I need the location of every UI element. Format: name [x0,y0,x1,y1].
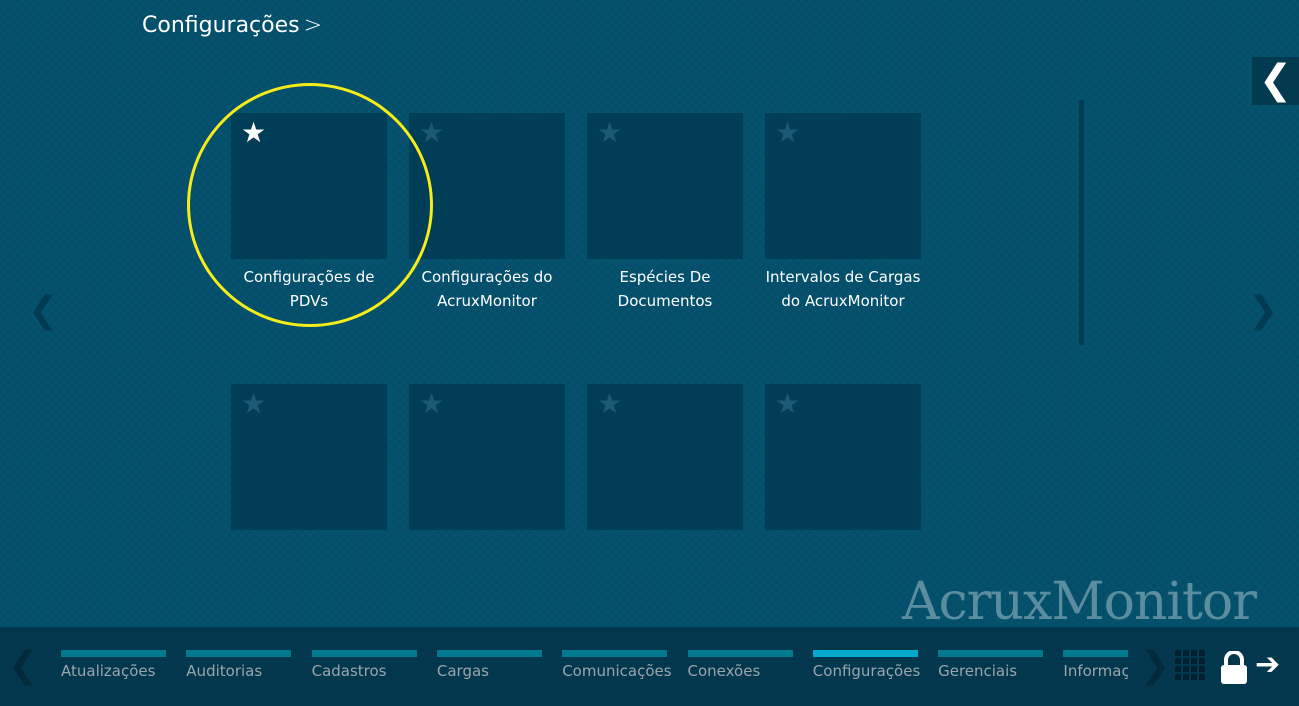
next-page-button[interactable]: ❯ [1248,290,1279,331]
tile-label[interactable]: Espécies De Documentos [617,268,713,310]
tile[interactable]: ★ Configurações de PDVs [231,113,387,313]
tile-box[interactable]: ★ [765,113,921,259]
previous-page-button[interactable]: ❮ [28,290,59,331]
tile-box[interactable]: ★ [765,384,921,530]
tile-label[interactable]: Configurações de PDVs [243,268,375,310]
tab-bar [436,650,542,657]
tab-label: Gerenciais [938,662,1018,680]
tab-comunicacoes[interactable]: Comunicações [562,650,672,680]
tile-grid: ★ Configurações de PDVs ★ Configurações do … [220,100,940,540]
tab-auditorias[interactable]: Auditorias [186,650,292,680]
page-title[interactable]: Configurações > [142,13,322,38]
favorite-star-icon[interactable]: ★ [241,387,267,420]
chevron-right-icon: > [303,13,323,38]
tile[interactable]: ★ [231,384,387,536]
tab-cargas[interactable]: Cargas [436,650,542,680]
tab-gerenciais[interactable]: Gerenciais [938,650,1044,680]
favorite-star-icon[interactable]: ★ [597,116,623,149]
tile-box[interactable]: ★ [231,384,387,530]
favorite-star-icon[interactable]: ★ [419,116,445,149]
tab-label: Cargas [436,662,489,680]
favorite-star-icon[interactable]: ★ [775,387,801,420]
tab-label: Atualizações [61,662,156,680]
tabs-next-button[interactable]: ❯ [1140,645,1171,686]
tile[interactable]: ★ [409,384,565,536]
tab-bar [687,650,793,657]
tab-label: Comunicações [562,662,672,680]
acruxmonitor-logo: AcruxMonitor [902,572,1257,632]
tab-atualizacoes[interactable]: Atualizações [61,650,166,680]
favorite-star-icon[interactable]: ★ [419,387,445,420]
tile[interactable]: ★ Intervalos de Cargas do AcruxMonitor [765,113,921,313]
category-tabs: Atualizações Auditorias Cadastros Cargas Com… [61,627,1128,706]
tabs-prev-button[interactable]: ❮ [8,645,39,686]
lock-icon[interactable] [1220,651,1248,685]
tab-configuracoes[interactable]: Configurações [812,650,921,680]
tab-bar [938,650,1044,657]
tile-box[interactable]: ★ [587,384,743,530]
tab-bar [1063,650,1128,657]
apps-grid-icon[interactable] [1175,650,1205,680]
tab-label: Conexões [687,662,761,680]
favorite-star-icon[interactable]: ★ [241,116,267,149]
tab-label: Auditorias [186,662,263,680]
favorite-star-icon[interactable]: ★ [597,387,623,420]
tab-label: Configurações [812,662,921,680]
tab-bar [186,650,292,657]
scrollbar[interactable] [1079,100,1084,345]
tab-label: Cadastros [311,662,387,680]
tab-cadastros[interactable]: Cadastros [311,650,417,680]
tab-label: Informações [1063,662,1128,680]
tile[interactable]: ★ Espécies De Documentos [587,113,743,313]
tab-conexoes[interactable]: Conexões [687,650,793,680]
tile-box[interactable]: ★ [409,384,565,530]
tile-box[interactable]: ★ [587,113,743,259]
tile-box[interactable]: ★ [409,113,565,259]
page-title-text: Configurações [142,13,300,38]
tile-box[interactable]: ★ [231,113,387,259]
tile[interactable]: ★ Configurações do AcruxMonitor [409,113,565,313]
tab-bar [61,650,166,657]
back-button[interactable]: ❮ [1252,57,1299,105]
tab-bar [311,650,417,657]
tile-label[interactable]: Intervalos de Cargas do AcruxMonitor [765,268,921,310]
tab-bar [812,650,918,657]
logout-arrow-icon[interactable]: ➔ [1255,647,1281,682]
favorite-star-icon[interactable]: ★ [775,116,801,149]
tile[interactable]: ★ [587,384,743,536]
bottom-bar: ❮ Atualizações Auditorias Cadastros Cargas C… [0,627,1299,706]
tile-label[interactable]: Configurações do AcruxMonitor [421,268,553,310]
tab-bar [562,650,668,657]
tab-informacoes[interactable]: Informações [1063,650,1128,680]
tile[interactable]: ★ [765,384,921,536]
